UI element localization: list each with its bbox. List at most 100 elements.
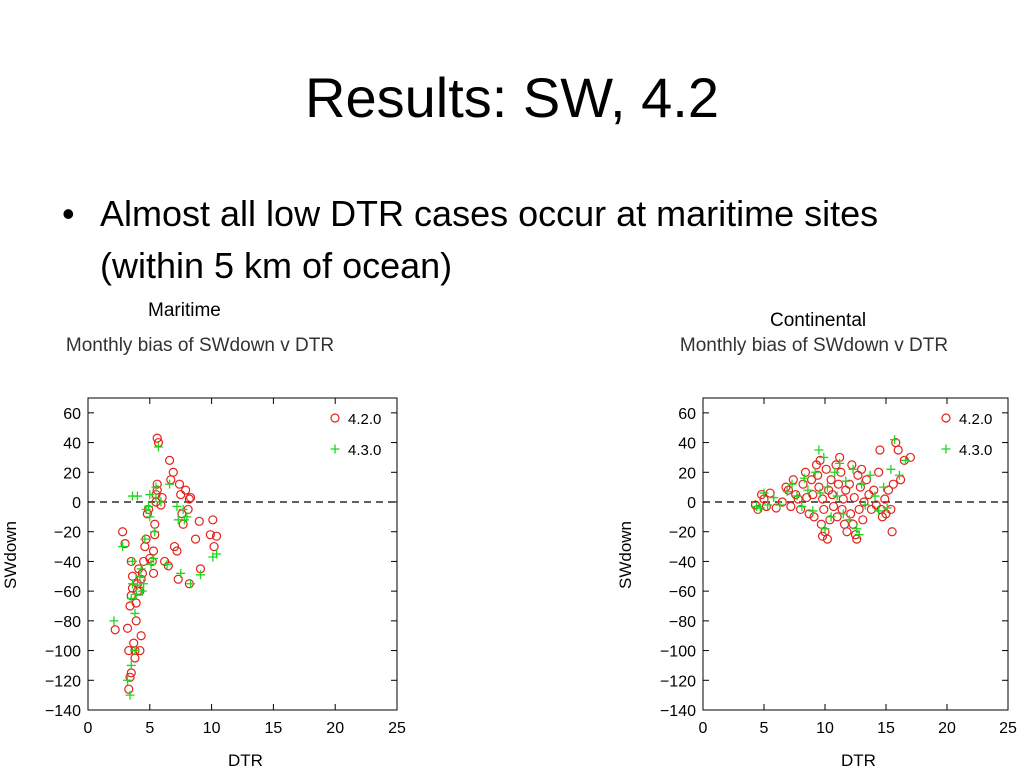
continental-point-4-3-0 bbox=[882, 503, 892, 513]
continental-x-tick-label: 15 bbox=[877, 720, 895, 737]
maritime-point-4-2-0 bbox=[184, 494, 194, 504]
maritime-point-4-3-0 bbox=[140, 534, 150, 544]
continental-point-4-2-0 bbox=[800, 467, 811, 477]
maritime-point-4-2-0 bbox=[147, 556, 157, 567]
continental-point-4-2-0 bbox=[814, 482, 824, 492]
maritime-point-4-2-0 bbox=[208, 515, 218, 525]
continental-point-4-3-0 bbox=[822, 482, 832, 492]
continental-point-4-2-0 bbox=[886, 504, 896, 515]
continental-point-4-2-0 bbox=[853, 470, 863, 480]
maritime-point-4-3-0 bbox=[123, 675, 133, 685]
maritime-y-tick-label: −60 bbox=[54, 584, 81, 601]
maritime-point-4-2-0 bbox=[126, 668, 136, 678]
continental-legend-label: 4.2.0 bbox=[959, 411, 992, 428]
bullet-dot-icon: • bbox=[62, 193, 75, 234]
maritime-point-4-2-0 bbox=[176, 489, 186, 500]
continental-point-4-2-0 bbox=[866, 504, 876, 515]
maritime-x-tick-label: 20 bbox=[326, 720, 344, 737]
maritime-point-4-2-0 bbox=[148, 546, 159, 556]
maritime-plot-frame bbox=[87, 397, 398, 711]
maritime-point-4-3-0 bbox=[135, 571, 145, 581]
continental-point-4-2-0 bbox=[869, 485, 879, 495]
maritime-point-4-3-0 bbox=[109, 616, 119, 626]
continental-y-axis-label: SWdown bbox=[616, 521, 635, 589]
continental-point-4-3-0 bbox=[879, 482, 889, 492]
continental-point-4-3-0 bbox=[755, 503, 765, 513]
maritime-point-4-2-0 bbox=[211, 531, 222, 541]
maritime-point-4-3-0 bbox=[195, 570, 205, 580]
continental-point-4-2-0 bbox=[819, 504, 829, 515]
continental-point-4-2-0 bbox=[841, 485, 851, 495]
continental-point-4-2-0 bbox=[822, 534, 833, 544]
maritime-point-4-2-0 bbox=[140, 541, 150, 552]
continental-point-4-2-0 bbox=[839, 519, 850, 529]
continental-legend-marker-4-2-0 bbox=[941, 413, 951, 423]
maritime-point-4-2-0 bbox=[150, 519, 160, 529]
continental-scatter-chart: Monthly bias of SWdown v DTR 60 40 20 0 −20 −4… bbox=[616, 335, 1017, 768]
continental-point-4-2-0 bbox=[791, 489, 801, 500]
continental-point-4-2-0 bbox=[859, 497, 869, 507]
continental-point-4-2-0 bbox=[798, 479, 808, 489]
maritime-x-tick-label: 10 bbox=[203, 720, 221, 737]
continental-point-4-3-0 bbox=[808, 506, 818, 516]
continental-y-tick-label: 60 bbox=[678, 406, 696, 423]
maritime-x-tick-label: 15 bbox=[265, 720, 283, 737]
maritime-y-tick-label: 0 bbox=[72, 495, 81, 512]
slide-title: Results: SW, 4.2 bbox=[305, 66, 719, 129]
continental-y-tick-label: −100 bbox=[660, 644, 696, 661]
continental-point-4-3-0 bbox=[860, 500, 870, 510]
continental-point-4-3-0 bbox=[854, 530, 864, 540]
continental-point-4-3-0 bbox=[852, 524, 862, 534]
maritime-point-4-2-0 bbox=[148, 568, 159, 578]
maritime-point-4-3-0 bbox=[126, 594, 136, 604]
continental-x-tick-label: 5 bbox=[760, 720, 769, 737]
maritime-point-4-2-0 bbox=[181, 485, 191, 495]
continental-point-4-2-0 bbox=[858, 515, 868, 525]
continental-point-4-2-0 bbox=[887, 527, 897, 537]
continental-x-axis-label: DTR bbox=[841, 751, 876, 768]
maritime-point-4-3-0 bbox=[162, 559, 172, 569]
continental-point-4-2-0 bbox=[854, 504, 864, 515]
maritime-point-4-2-0 bbox=[166, 475, 176, 485]
continental-point-4-3-0 bbox=[874, 506, 884, 516]
continental-point-4-3-0 bbox=[810, 467, 820, 477]
continental-point-4-2-0 bbox=[880, 494, 890, 504]
maritime-point-4-3-0 bbox=[149, 553, 159, 563]
continental-point-4-2-0 bbox=[838, 494, 848, 504]
maritime-point-4-3-0 bbox=[139, 579, 149, 589]
continental-point-4-2-0 bbox=[849, 492, 859, 503]
continental-point-4-3-0 bbox=[763, 500, 773, 510]
continental-point-4-2-0 bbox=[842, 527, 852, 537]
maritime-point-4-3-0 bbox=[151, 493, 161, 503]
maritime-y-tick-label: 60 bbox=[63, 406, 81, 423]
continental-chart-title: Monthly bias of SWdown v DTR bbox=[680, 335, 948, 356]
maritime-x-tick-label: 5 bbox=[145, 720, 154, 737]
maritime-y-tick-label: −140 bbox=[45, 703, 81, 720]
maritime-point-4-3-0 bbox=[186, 579, 196, 589]
maritime-point-4-2-0 bbox=[172, 546, 182, 556]
maritime-point-4-3-0 bbox=[176, 568, 186, 578]
maritime-legend-label: 4.3.0 bbox=[348, 442, 381, 459]
maritime-point-4-2-0 bbox=[124, 684, 134, 694]
continental-point-4-2-0 bbox=[883, 485, 894, 495]
maritime-legend-marker-4-3-0 bbox=[330, 444, 340, 454]
maritime-point-4-3-0 bbox=[178, 504, 188, 514]
continental-point-4-2-0 bbox=[861, 475, 872, 485]
continental-point-4-3-0 bbox=[844, 515, 854, 525]
continental-y-tick-label: −120 bbox=[660, 673, 696, 690]
maritime-point-4-3-0 bbox=[146, 559, 156, 569]
continental-point-4-2-0 bbox=[777, 497, 787, 507]
continental-point-4-2-0 bbox=[750, 500, 761, 510]
maritime-point-4-2-0 bbox=[173, 574, 183, 584]
maritime-point-4-2-0 bbox=[194, 516, 204, 526]
maritime-point-4-2-0 bbox=[122, 623, 133, 633]
continental-point-4-3-0 bbox=[787, 479, 797, 489]
maritime-point-4-3-0 bbox=[156, 497, 166, 507]
maritime-point-4-3-0 bbox=[132, 491, 142, 501]
maritime-point-4-2-0 bbox=[174, 479, 185, 489]
continental-point-4-2-0 bbox=[837, 504, 847, 515]
maritime-y-tick-label: −40 bbox=[54, 554, 81, 571]
continental-point-4-2-0 bbox=[888, 479, 898, 489]
maritime-point-4-2-0 bbox=[129, 638, 139, 648]
continental-point-4-2-0 bbox=[816, 519, 826, 529]
